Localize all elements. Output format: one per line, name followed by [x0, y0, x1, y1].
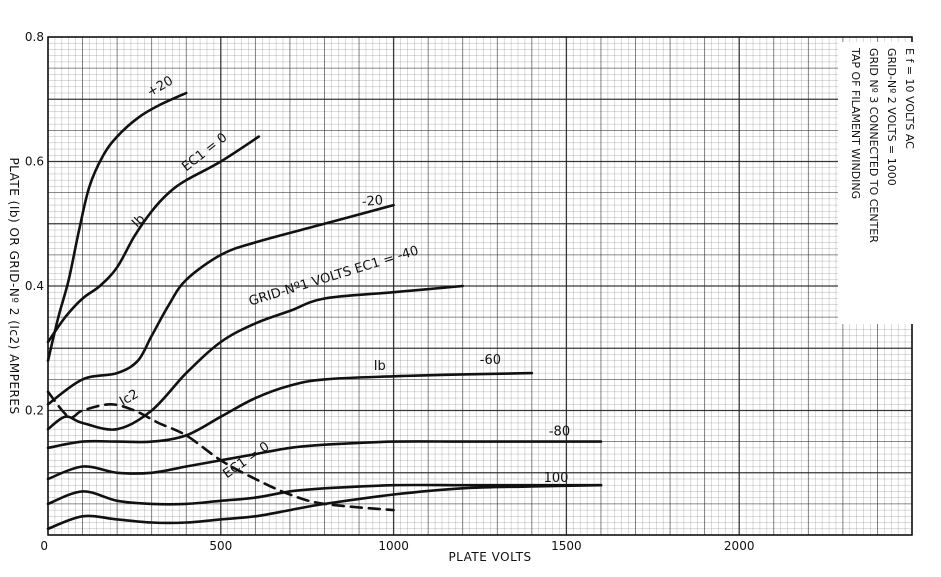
series-line--20 — [46, 203, 395, 406]
y-tick-label: 0.2 — [25, 404, 44, 418]
curve-label: -20 — [361, 193, 383, 210]
series-line--100 — [46, 483, 603, 506]
series-line--80 — [46, 440, 603, 481]
series — [46, 91, 603, 531]
curve-label: -60 — [480, 353, 501, 368]
x-axis-title: PLATE VOLTS — [448, 550, 531, 564]
y-tick-label: 0.8 — [25, 30, 44, 44]
series-line-ic2-ec1-0- — [46, 390, 395, 512]
curve-label: GRID-Nº1 VOLTS EC1 = -40 — [247, 243, 420, 309]
tick-labels: 0 500 1000 1500 2000 0.2 0.4 0.6 0.8 — [25, 30, 755, 553]
note-line: E f = 10 VOLTS AC — [903, 48, 916, 149]
note-line: TAP OF FILAMENT WINDING — [849, 47, 862, 199]
note-line: GRID-Nº 2 VOLTS = 1000 — [885, 48, 898, 186]
series-line--40 — [46, 284, 464, 431]
series-line-ec1-0 — [46, 135, 261, 344]
curve-label: Ib — [129, 212, 148, 231]
curve-label: EC1 = 0 — [179, 130, 230, 174]
y-tick-label: 0.4 — [25, 279, 44, 293]
curve-label: 100 — [544, 471, 569, 486]
grid — [47, 36, 913, 536]
y-tick-label: 0.6 — [25, 155, 44, 169]
note-line: GRID Nº 3 CONNECTED TO CENTER — [867, 48, 880, 243]
x-tick-label: 1000 — [378, 539, 409, 553]
curve-label: Ic2 — [117, 387, 141, 410]
y-axis-title: PLATE (Ib) OR GRID-Nº 2 (Ic2) AMPERES — [7, 157, 21, 414]
note-background — [838, 42, 914, 324]
curve-label: +20 — [145, 74, 176, 101]
curve-label: Ib — [374, 359, 386, 374]
x-tick-label: 500 — [209, 539, 232, 553]
series-line--20 — [46, 91, 188, 362]
note-lines: E f = 10 VOLTS AC GRID-Nº 2 VOLTS = 1000 G… — [849, 47, 916, 243]
x-tick-label: 2000 — [724, 539, 755, 553]
series-line--100-lower- — [46, 483, 603, 531]
x-tick-label: 0 — [40, 539, 48, 553]
curve-label: -80 — [549, 424, 570, 439]
curve-label: EC1 = 0 — [220, 439, 272, 482]
series-line--60 — [46, 371, 534, 450]
operating-conditions-note: E f = 10 VOLTS AC GRID-Nº 2 VOLTS = 1000 G… — [838, 42, 916, 324]
x-tick-label: 1500 — [551, 539, 582, 553]
